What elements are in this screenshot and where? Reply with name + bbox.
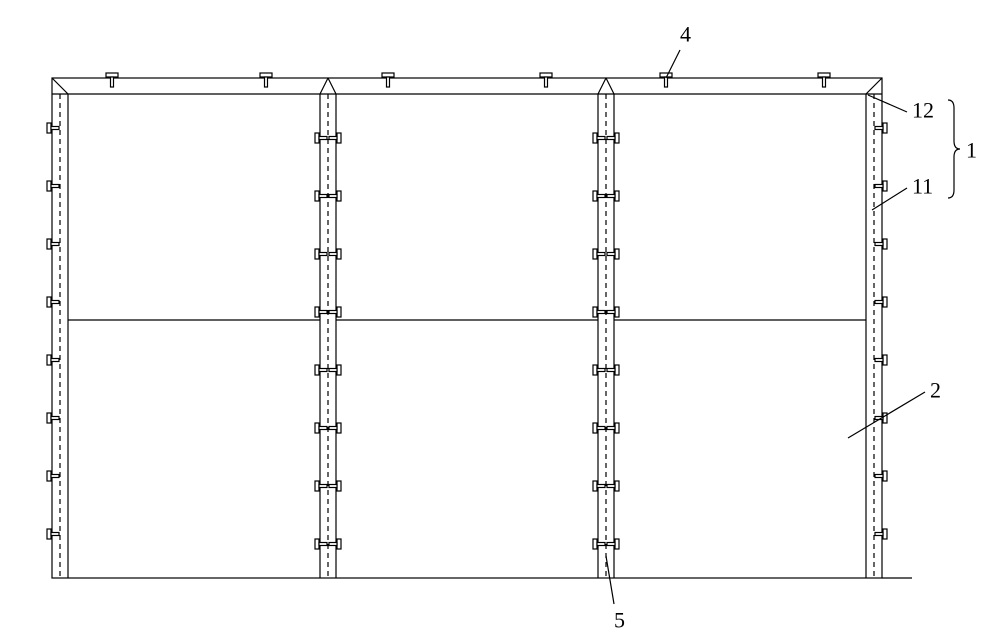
corner-miter-tl — [52, 78, 68, 94]
mullion-2-miter-r — [606, 78, 614, 94]
top-screw-5 — [660, 73, 672, 87]
side-fastener-R-3 — [875, 239, 887, 249]
side-fastener-R-5 — [875, 355, 887, 365]
label-11: 11 — [912, 174, 933, 199]
side-fastener-L-4 — [47, 297, 59, 307]
top-screw-6 — [818, 73, 830, 87]
leader-2 — [848, 392, 925, 438]
top-screw-1 — [106, 73, 118, 87]
label-12: 12 — [912, 98, 934, 123]
label-4: 4 — [680, 22, 691, 47]
side-fastener-R-8 — [875, 529, 887, 539]
side-fastener-R-4 — [875, 297, 887, 307]
side-fastener-L-8 — [47, 529, 59, 539]
bracket-1 — [948, 100, 960, 198]
side-fastener-L-5 — [47, 355, 59, 365]
side-fastener-L-3 — [47, 239, 59, 249]
outer-frame — [52, 78, 882, 578]
top-screw-4 — [540, 73, 552, 87]
side-fastener-R-2 — [875, 181, 887, 191]
top-screw-2 — [260, 73, 272, 87]
top-screw-3 — [382, 73, 394, 87]
leader-5 — [606, 556, 614, 604]
label-5: 5 — [614, 608, 625, 633]
side-fastener-R-1 — [875, 123, 887, 133]
label-2: 2 — [930, 378, 941, 403]
side-fastener-L-7 — [47, 471, 59, 481]
label-1: 1 — [966, 138, 977, 163]
mullion-1-miter-r — [328, 78, 336, 94]
side-fastener-L-6 — [47, 413, 59, 423]
leader-4 — [666, 50, 680, 78]
mullion-1-miter-l — [320, 78, 328, 94]
corner-miter-tr — [866, 78, 882, 94]
mullion-2-miter-l — [598, 78, 606, 94]
leader-11 — [872, 188, 907, 210]
side-fastener-R-7 — [875, 471, 887, 481]
side-fastener-L-2 — [47, 181, 59, 191]
side-fastener-L-1 — [47, 123, 59, 133]
